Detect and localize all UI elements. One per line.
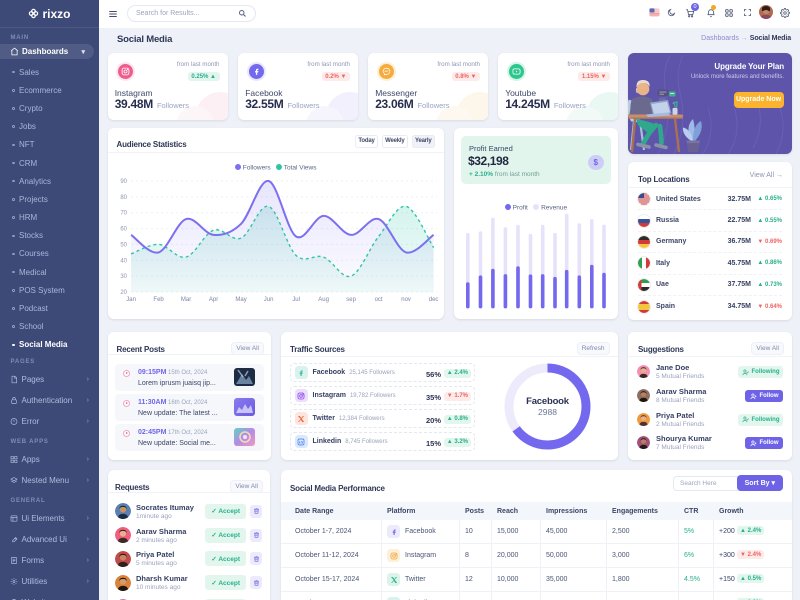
svg-text:50: 50 [120,242,127,248]
svg-text:20: 20 [120,290,127,296]
svg-text:Jun: Jun [263,297,273,303]
svg-text:Feb: Feb [153,297,164,303]
svg-text:90: 90 [120,179,127,185]
svg-text:40: 40 [120,258,127,264]
svg-text:oct: oct [374,297,382,303]
svg-text:sep: sep [346,297,356,303]
svg-text:60: 60 [120,227,127,233]
svg-text:Aug: Aug [318,297,329,303]
svg-text:80: 80 [120,195,127,201]
svg-text:nov: nov [401,297,411,303]
svg-text:Jul: Jul [292,297,300,303]
svg-text:70: 70 [120,211,127,217]
svg-text:30: 30 [120,274,127,280]
svg-text:2988: 2988 [538,407,557,417]
svg-text:Apr: Apr [208,297,217,303]
svg-text:Jan: Jan [126,297,136,303]
svg-text:dec: dec [428,297,438,303]
svg-text:Mar: Mar [180,297,190,303]
svg-text:May: May [235,297,246,303]
svg-text:Facebook: Facebook [526,396,570,407]
